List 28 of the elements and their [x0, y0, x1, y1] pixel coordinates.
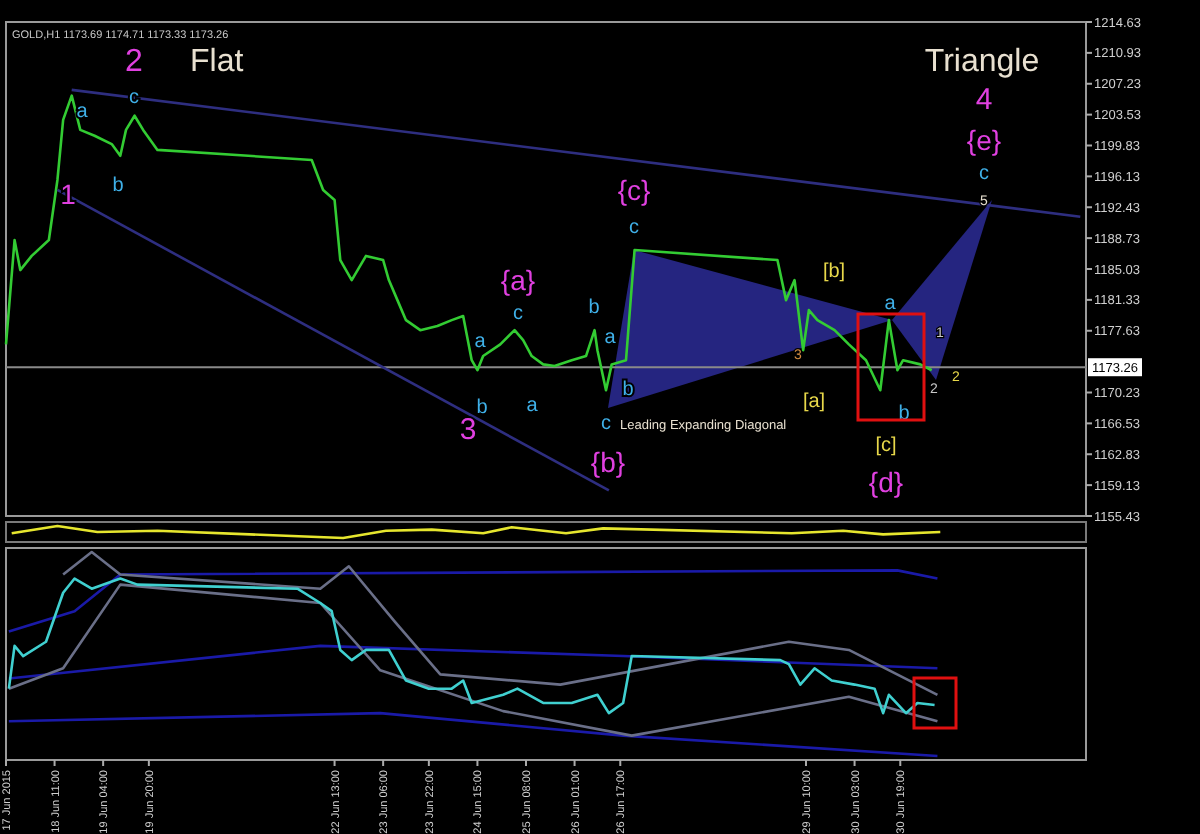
annotation: a — [526, 395, 539, 417]
annotation: b — [898, 403, 911, 425]
line-series — [4, 94, 934, 392]
annotation: c — [979, 163, 989, 185]
annotation: {b} — [590, 445, 626, 478]
annotation: b — [588, 297, 601, 319]
annotation: {a} — [500, 263, 536, 296]
annotation: [c] — [875, 435, 897, 457]
annotation: c — [629, 217, 639, 239]
annotation: [b] — [822, 261, 846, 283]
annotation: a — [884, 293, 897, 315]
annotation: b — [476, 397, 489, 419]
annotation: {e} — [966, 123, 1002, 156]
annotation: 3 — [459, 412, 477, 447]
annotation: a — [474, 331, 487, 353]
annotation: Flat — [190, 45, 245, 80]
annotation: b — [622, 379, 635, 401]
annotation: a — [76, 101, 89, 123]
annotation: 2 — [125, 45, 144, 80]
annotation: c — [601, 413, 611, 435]
annotation: c — [513, 303, 523, 325]
annotation: a — [604, 327, 617, 349]
annotation: 4 — [975, 82, 993, 117]
annotation: {c} — [617, 173, 651, 206]
annotation: {d} — [868, 465, 904, 498]
annotation: b — [112, 175, 125, 197]
annotation: Triangle — [924, 45, 1040, 80]
annotation: [a] — [802, 391, 826, 413]
